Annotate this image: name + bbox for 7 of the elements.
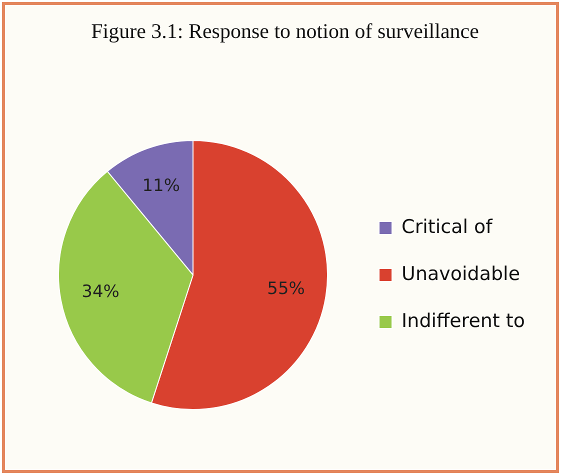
- legend-label: Indifferent to: [402, 310, 526, 332]
- legend-label: Critical of: [402, 216, 494, 238]
- data-label: 11%: [142, 176, 180, 196]
- data-label: 55%: [267, 279, 305, 300]
- legend-label: Unavoidable: [402, 262, 520, 285]
- chart-title: Figure 3.1: Response to notion of surveillance: [90, 19, 480, 44]
- data-label: 34%: [82, 282, 120, 302]
